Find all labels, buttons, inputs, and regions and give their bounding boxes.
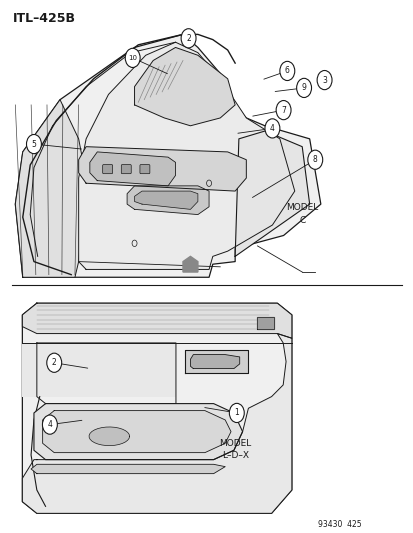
Circle shape [26, 134, 41, 154]
Text: 4: 4 [47, 420, 52, 429]
Polygon shape [235, 131, 309, 256]
Text: L–D–X: L–D–X [221, 451, 248, 459]
Circle shape [43, 415, 57, 434]
Circle shape [296, 78, 311, 98]
Text: 2: 2 [52, 358, 57, 367]
Polygon shape [78, 147, 246, 191]
Circle shape [229, 403, 244, 423]
Text: 3: 3 [321, 76, 326, 85]
Polygon shape [22, 334, 291, 513]
Polygon shape [256, 317, 274, 329]
Circle shape [181, 29, 196, 48]
FancyBboxPatch shape [121, 165, 131, 174]
Polygon shape [22, 303, 291, 513]
Text: 1: 1 [234, 408, 239, 417]
Text: MODEL: MODEL [285, 203, 318, 212]
Polygon shape [183, 256, 197, 272]
Circle shape [264, 119, 279, 138]
Polygon shape [78, 42, 294, 269]
Text: ITL–425B: ITL–425B [12, 12, 75, 25]
Circle shape [125, 49, 140, 68]
Text: C: C [298, 216, 305, 225]
Polygon shape [190, 354, 239, 369]
Circle shape [316, 70, 331, 90]
Polygon shape [34, 403, 242, 459]
FancyBboxPatch shape [102, 165, 112, 174]
Polygon shape [15, 34, 320, 277]
Polygon shape [184, 350, 248, 373]
Polygon shape [22, 303, 291, 338]
Text: MODEL: MODEL [219, 439, 251, 448]
Text: 10: 10 [128, 55, 137, 61]
Text: 2: 2 [186, 34, 190, 43]
Text: 8: 8 [312, 155, 317, 164]
Polygon shape [90, 152, 175, 186]
Text: 93430  425: 93430 425 [317, 520, 361, 529]
Polygon shape [134, 47, 235, 126]
Circle shape [47, 353, 62, 373]
Circle shape [279, 61, 294, 80]
Text: 9: 9 [301, 84, 306, 92]
Circle shape [275, 101, 290, 120]
Circle shape [307, 150, 322, 169]
Text: 6: 6 [284, 67, 289, 76]
FancyBboxPatch shape [140, 165, 150, 174]
Polygon shape [127, 186, 209, 215]
Polygon shape [89, 427, 129, 446]
Polygon shape [31, 464, 225, 474]
Text: 4: 4 [269, 124, 274, 133]
Polygon shape [43, 410, 230, 453]
Polygon shape [134, 191, 197, 209]
Text: 5: 5 [31, 140, 36, 149]
Polygon shape [22, 343, 176, 397]
Polygon shape [15, 100, 86, 277]
Text: 7: 7 [280, 106, 285, 115]
